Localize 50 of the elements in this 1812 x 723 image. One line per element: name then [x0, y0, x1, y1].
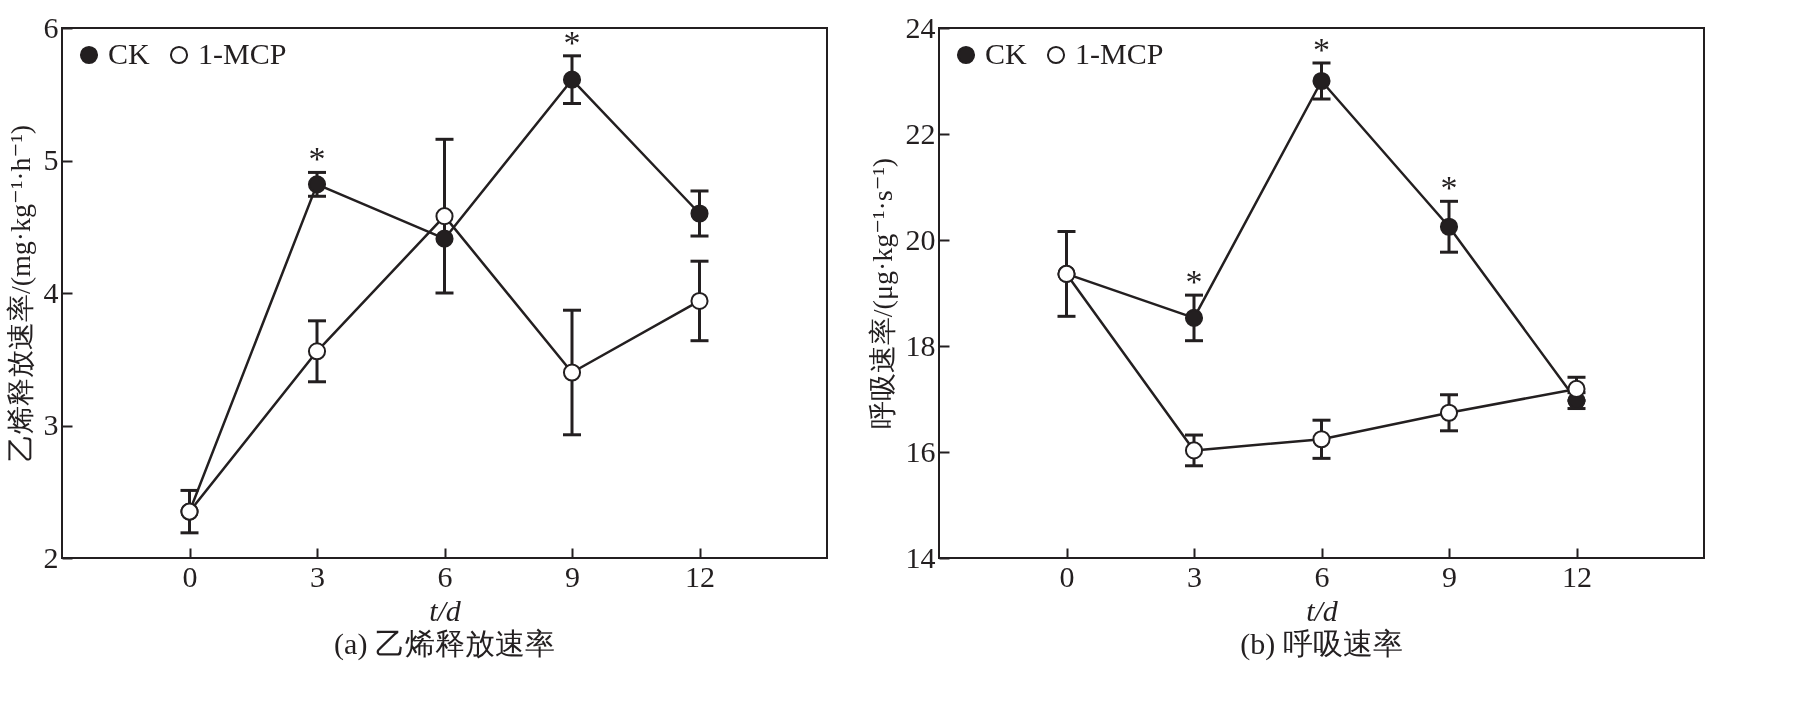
x-tick-label: 0: [1059, 559, 1075, 593]
annotation: *: [563, 23, 581, 61]
x-tick-label: 9: [1442, 559, 1457, 593]
y-tick-label: 14: [905, 540, 936, 574]
legend-label: CK: [108, 37, 151, 70]
point: [435, 229, 454, 248]
point: [1312, 430, 1331, 449]
x-axis-title: t/d: [1306, 593, 1339, 627]
y-tick-label: 4: [43, 275, 59, 309]
y-axis-title: 乙烯释放速率/(mg·kg⁻¹·h⁻¹): [4, 124, 36, 463]
point: [1439, 217, 1459, 236]
point: [1439, 403, 1459, 422]
x-tick-label: 6: [1314, 559, 1330, 593]
y-tick-label: 6: [43, 10, 59, 44]
point: [307, 175, 327, 194]
legend-label: 1-MCP: [1075, 37, 1164, 70]
y-axis-title: 呼吸速率/(μg·kg⁻¹·s⁻¹): [866, 157, 898, 430]
x-tick-label: 0: [182, 559, 198, 593]
x-tick-label: 6: [437, 559, 453, 593]
x-tick-label: 12: [685, 559, 715, 593]
annotation: *: [1185, 263, 1203, 301]
y-tick-label: 16: [905, 434, 936, 468]
x-axis-title: t/d: [429, 593, 462, 627]
point: [435, 207, 454, 226]
legend-label: CK: [985, 37, 1028, 70]
y-tick-label: 5: [43, 143, 59, 176]
text: (b) 呼吸速率: [1240, 627, 1403, 661]
y-tick-label: 18: [905, 328, 936, 362]
x-tick-label: 9: [565, 559, 580, 593]
y-tick-label: 20: [905, 222, 936, 256]
point: [690, 291, 709, 310]
annotation: *: [1313, 30, 1330, 68]
point: [307, 342, 327, 361]
x-tick-label: 3: [310, 559, 325, 593]
y-tick-label: 3: [43, 408, 59, 441]
annotation: *: [1440, 169, 1458, 207]
annotation: *: [308, 140, 326, 178]
point: [690, 204, 709, 223]
point: [1184, 308, 1204, 327]
x-tick-label: 12: [1562, 559, 1592, 593]
point: [562, 363, 582, 382]
y-tick-label: 22: [905, 116, 936, 150]
point: [1312, 71, 1331, 91]
point: [1184, 441, 1204, 460]
y-tick-label: 24: [905, 10, 936, 44]
point: [562, 70, 582, 89]
x-tick-label: 3: [1187, 559, 1202, 593]
y-tick-label: 2: [43, 540, 59, 574]
legend-label: 1-MCP: [198, 37, 287, 70]
text: (a) 乙烯释放速率: [334, 627, 555, 661]
